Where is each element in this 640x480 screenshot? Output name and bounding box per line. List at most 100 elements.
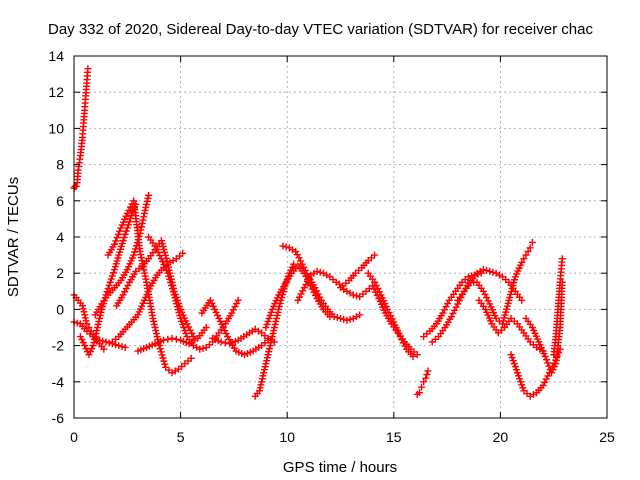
data-point bbox=[139, 216, 147, 224]
data-point bbox=[108, 272, 116, 280]
data-point bbox=[483, 294, 491, 302]
data-point bbox=[116, 227, 124, 235]
series-track-d bbox=[76, 200, 140, 359]
y-tick-label: 6 bbox=[56, 193, 64, 209]
data-point bbox=[413, 351, 421, 359]
data-point bbox=[295, 293, 303, 301]
data-point bbox=[479, 287, 487, 295]
y-tick-label: -6 bbox=[52, 410, 65, 426]
data-point bbox=[109, 269, 117, 277]
data-point bbox=[451, 306, 459, 314]
x-tick-label: 0 bbox=[70, 429, 78, 445]
data-point bbox=[229, 306, 237, 314]
data-point bbox=[444, 300, 452, 308]
data-point bbox=[479, 266, 487, 274]
data-point bbox=[544, 359, 552, 367]
series-track-z bbox=[550, 255, 566, 359]
data-point bbox=[442, 303, 450, 311]
data-point bbox=[302, 281, 310, 289]
data-point bbox=[528, 238, 536, 246]
data-point bbox=[161, 360, 169, 368]
axis-layer: -6 -4 -2 0 2 4 6 8 10 12 14 0 5 10 15 20 25 bbox=[48, 48, 615, 445]
data-point bbox=[300, 284, 308, 292]
data-point bbox=[396, 333, 404, 341]
data-point bbox=[294, 296, 302, 304]
data-point bbox=[418, 383, 426, 391]
data-point bbox=[539, 381, 547, 389]
data-point bbox=[524, 247, 532, 255]
data-point bbox=[374, 285, 382, 293]
data-point bbox=[447, 313, 455, 321]
data-point bbox=[160, 357, 168, 365]
data-point bbox=[151, 242, 159, 250]
data-point bbox=[526, 244, 534, 252]
x-axis-label: GPS time / hours bbox=[283, 459, 397, 476]
data-point bbox=[159, 354, 167, 362]
x-tick-label: 20 bbox=[493, 429, 509, 445]
y-tick-label: 0 bbox=[56, 301, 64, 317]
data-point bbox=[541, 378, 549, 386]
data-point bbox=[439, 309, 447, 317]
data-point bbox=[102, 338, 110, 346]
data-point bbox=[279, 242, 287, 250]
data-point bbox=[114, 230, 122, 238]
data-point bbox=[154, 248, 162, 256]
series-track-o bbox=[279, 242, 364, 324]
data-point bbox=[388, 315, 396, 323]
series-track-e bbox=[91, 191, 153, 319]
data-point bbox=[541, 352, 549, 360]
y-tick-label: -2 bbox=[52, 338, 65, 354]
grid-layer bbox=[74, 56, 607, 418]
data-point bbox=[122, 227, 130, 235]
data-point bbox=[401, 342, 409, 350]
data-point bbox=[464, 273, 472, 281]
data-point bbox=[346, 315, 354, 323]
data-point bbox=[305, 274, 313, 282]
data-point bbox=[85, 324, 93, 331]
data-point bbox=[316, 293, 324, 301]
data-point bbox=[140, 213, 148, 221]
y-tick-label: 12 bbox=[48, 84, 64, 100]
data-point bbox=[122, 285, 130, 293]
data-point bbox=[314, 290, 322, 298]
data-point bbox=[481, 290, 489, 298]
data-point bbox=[217, 338, 225, 346]
data-point bbox=[420, 378, 428, 386]
data-point bbox=[298, 260, 306, 268]
data-point bbox=[518, 258, 526, 266]
x-tick-label: 5 bbox=[177, 429, 185, 445]
data-point bbox=[295, 254, 303, 262]
data-point bbox=[387, 312, 395, 320]
data-point bbox=[311, 284, 319, 292]
data-point bbox=[156, 252, 164, 260]
y-tick-label: 8 bbox=[56, 157, 64, 173]
data-point bbox=[167, 282, 175, 290]
data-point bbox=[423, 371, 431, 379]
data-point bbox=[112, 237, 120, 245]
data-point bbox=[99, 337, 107, 345]
data-point bbox=[542, 356, 550, 364]
data-point bbox=[105, 281, 113, 289]
data-point bbox=[123, 224, 131, 232]
data-point bbox=[107, 275, 115, 283]
data-point bbox=[106, 278, 114, 286]
data-point bbox=[164, 335, 172, 343]
data-point bbox=[168, 285, 176, 293]
data-point bbox=[282, 243, 290, 251]
data-point bbox=[301, 266, 309, 274]
series-track-v bbox=[454, 238, 536, 328]
data-point bbox=[352, 292, 360, 300]
data-point bbox=[187, 354, 195, 362]
data-point bbox=[84, 65, 92, 73]
data-point bbox=[120, 233, 128, 241]
data-point bbox=[104, 285, 112, 293]
data-point bbox=[164, 269, 172, 277]
data-point bbox=[118, 343, 126, 351]
x-tick-label: 15 bbox=[386, 429, 402, 445]
series-track-i bbox=[145, 233, 242, 353]
data-point bbox=[165, 272, 173, 280]
data-point bbox=[73, 319, 81, 327]
data-point bbox=[518, 296, 526, 304]
data-point bbox=[330, 313, 338, 321]
